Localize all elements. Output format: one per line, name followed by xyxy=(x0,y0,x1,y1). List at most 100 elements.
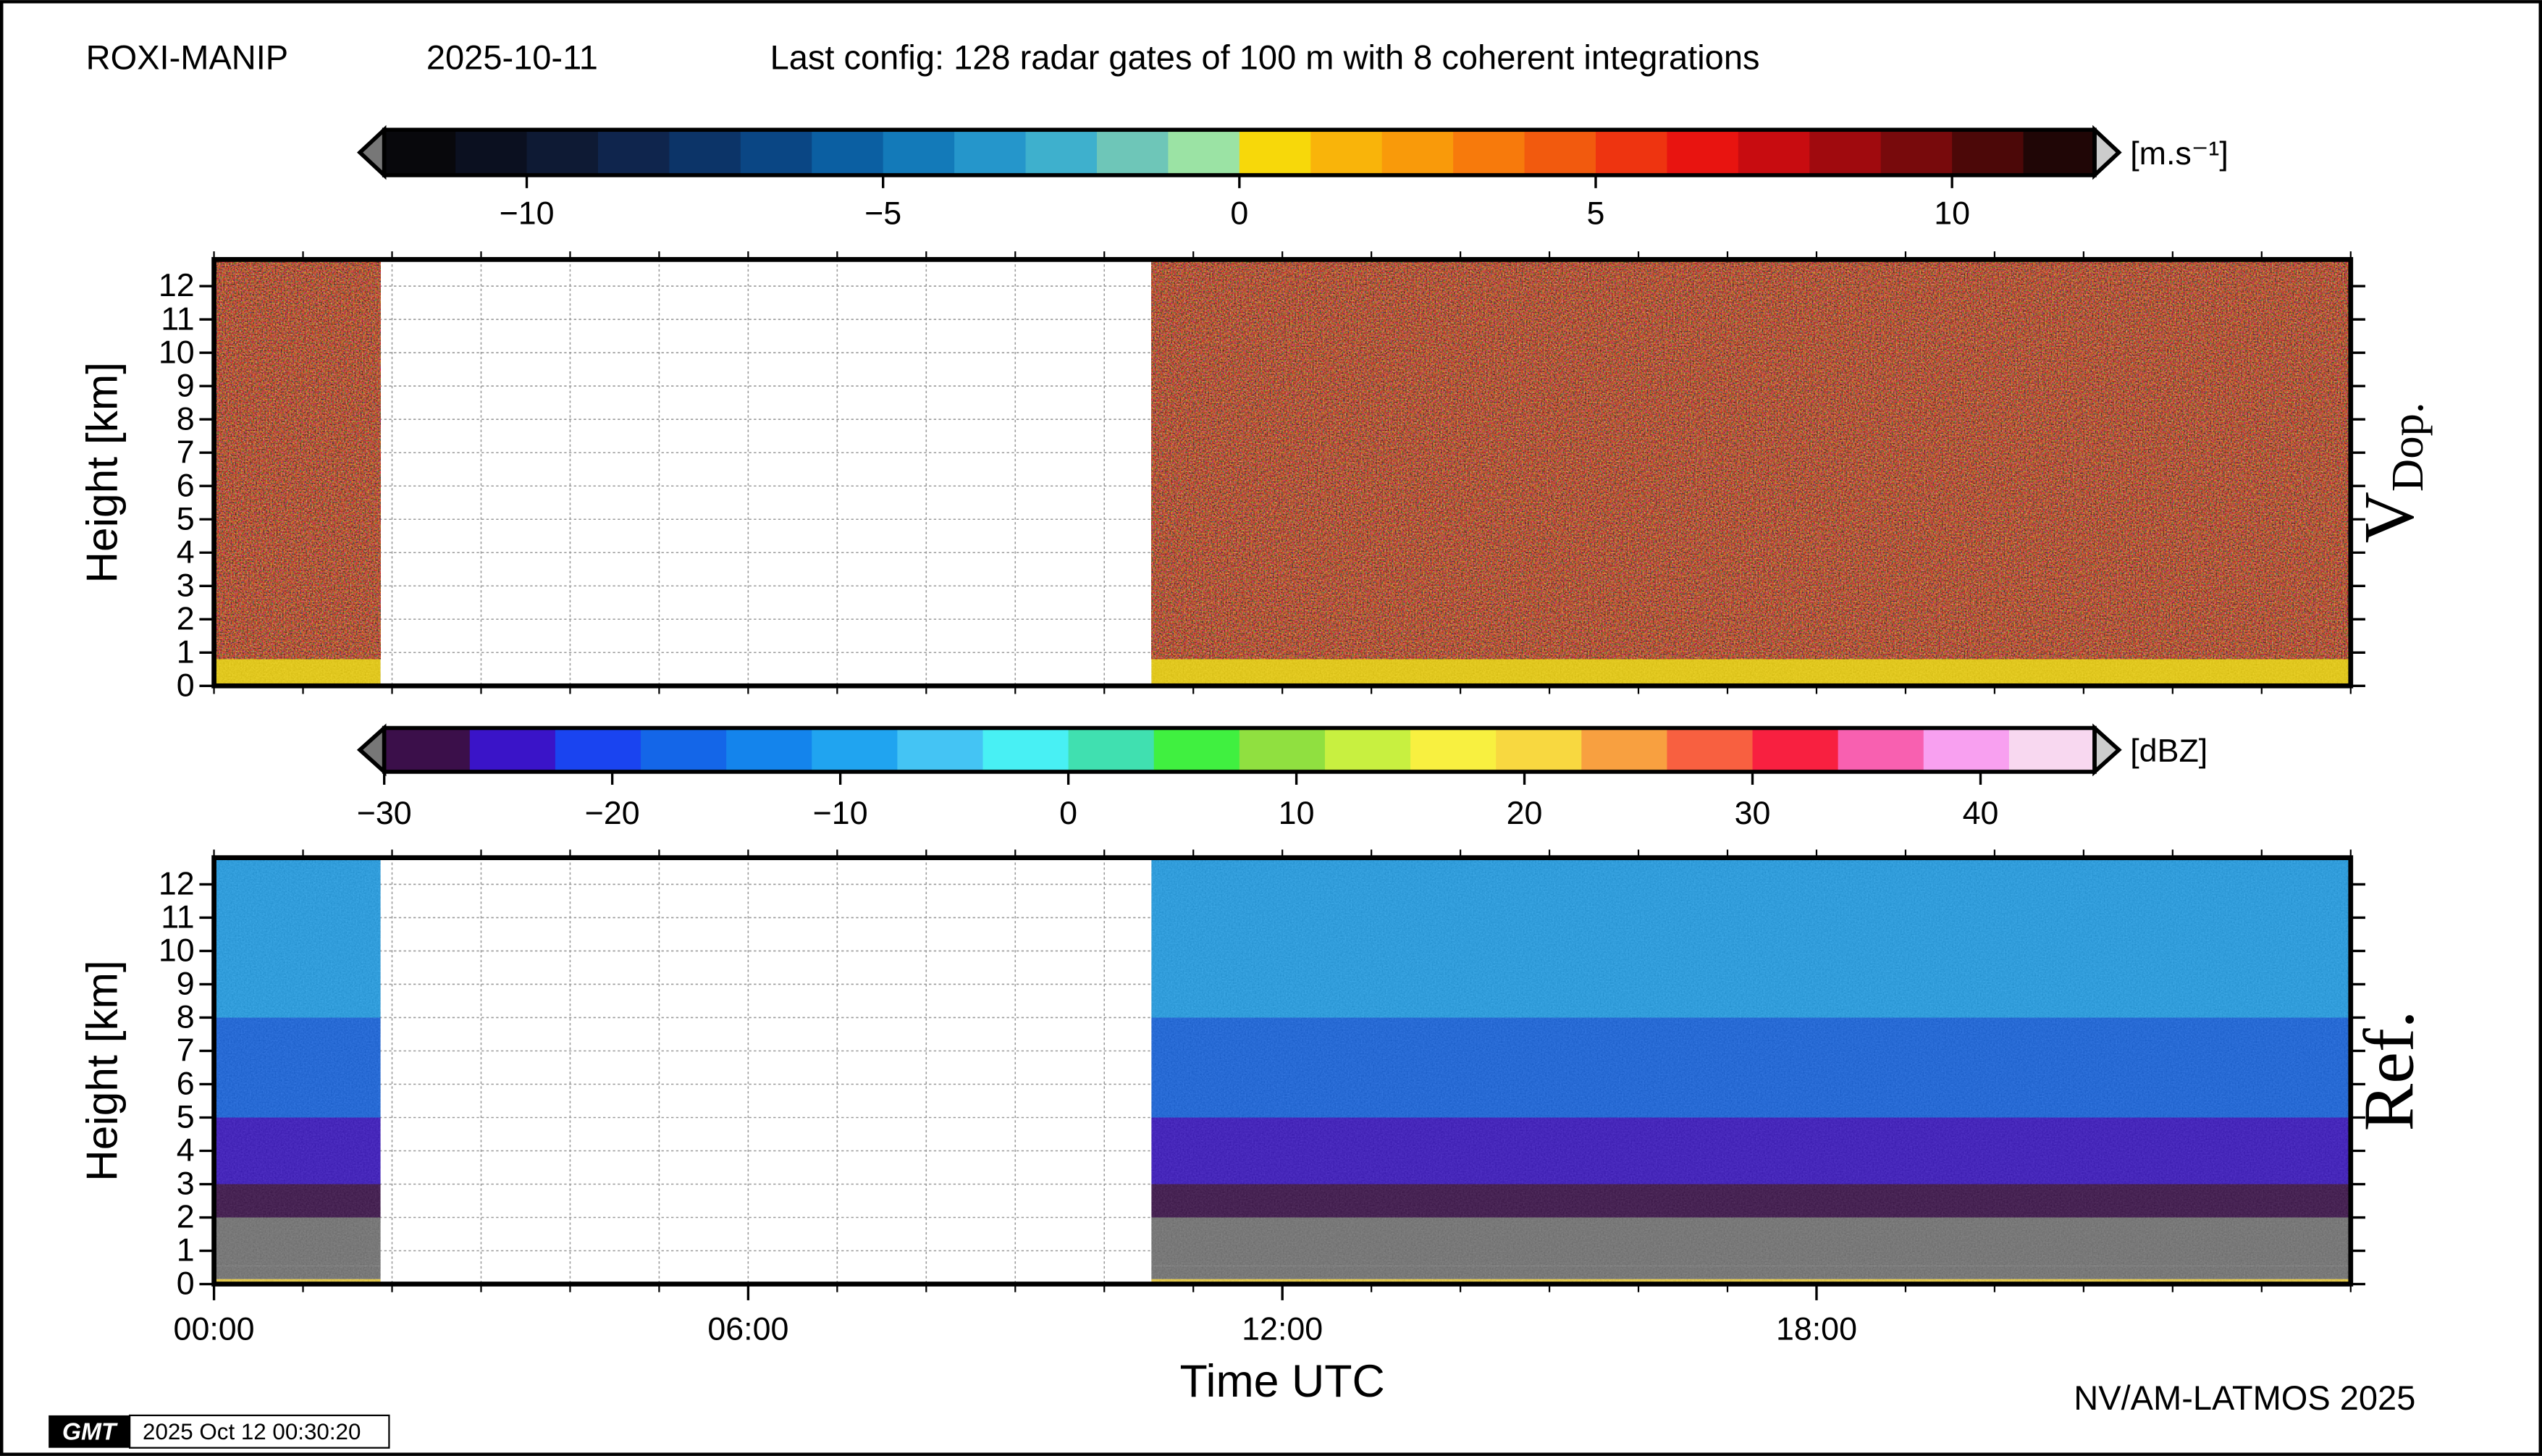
colorbar-segment xyxy=(455,130,528,175)
colorbar-tick-label: −10 xyxy=(813,795,868,831)
y-tick-label: 10 xyxy=(159,933,195,969)
y-tick-label: 4 xyxy=(177,534,195,570)
date: 2025-10-11 xyxy=(426,38,598,76)
colorbar-tick-label: 40 xyxy=(1963,795,1999,831)
y-tick-label: 12 xyxy=(159,866,195,902)
colorbar-tick-label: 0 xyxy=(1230,195,1248,232)
colorbar-segment xyxy=(1410,728,1497,772)
y-tick-label: 11 xyxy=(161,899,194,935)
colorbar-segment xyxy=(1096,130,1169,175)
colorbar-tick-label: 20 xyxy=(1507,795,1543,831)
colorbar-segment xyxy=(597,130,670,175)
y-tick-label: 7 xyxy=(177,434,195,470)
timestamp: 2025 Oct 12 00:30:20 xyxy=(143,1419,361,1444)
colorbar-segment xyxy=(1595,130,1668,175)
colorbar-segment xyxy=(1880,130,1953,175)
credit: NV/AM-LATMOS 2025 xyxy=(2074,1379,2415,1417)
colorbar-segment xyxy=(641,728,728,772)
colorbar-segment xyxy=(1168,130,1240,175)
colorbar-segment xyxy=(1752,728,1839,772)
colorbar-segment xyxy=(1153,728,1240,772)
timestamp-box xyxy=(129,1414,390,1449)
colorbar-segment xyxy=(897,728,984,772)
y-tick-label: 9 xyxy=(177,966,195,1002)
config: Last config: 128 radar gates of 100 m wi… xyxy=(770,38,1760,76)
colorbar-segment xyxy=(1923,728,2010,772)
y-tick-label: 2 xyxy=(177,600,195,636)
colorbar-tick-label: −5 xyxy=(864,195,901,232)
colorbar-segment xyxy=(1838,728,1924,772)
panel-label-main: V xyxy=(2349,492,2428,543)
y-tick-label: 3 xyxy=(177,567,195,603)
colorbar-segment xyxy=(1524,130,1596,175)
colorbar-segment xyxy=(954,130,1027,175)
texture xyxy=(1151,857,2351,1284)
colorbar-tick-label: −20 xyxy=(585,795,640,831)
y-tick-label: 6 xyxy=(177,1066,195,1102)
colorbar-segment xyxy=(526,130,599,175)
x-tick-label: 18:00 xyxy=(1776,1310,1857,1347)
y-tick-label: 8 xyxy=(177,400,195,437)
x-axis-label: Time UTC xyxy=(1180,1356,1385,1407)
colorbar-segment xyxy=(1310,130,1383,175)
colorbar-segment xyxy=(1453,130,1525,175)
panel-label: VDop. xyxy=(2349,402,2433,543)
panel-label: Ref. xyxy=(2349,1011,2428,1132)
texture xyxy=(1151,259,2351,686)
panel-label-sub: Dop. xyxy=(2382,402,2433,492)
panel-label-main: Ref. xyxy=(2349,1011,2428,1132)
y-tick-label: 11 xyxy=(161,300,194,337)
y-tick-label: 3 xyxy=(177,1166,195,1202)
y-tick-label: 8 xyxy=(177,999,195,1035)
colorbar-segment xyxy=(1239,130,1312,175)
y-tick-label: 9 xyxy=(177,367,195,403)
y-tick-label: 6 xyxy=(177,467,195,503)
y-tick-label: 10 xyxy=(159,334,195,370)
colorbar-segment xyxy=(1809,130,1882,175)
colorbar-frame xyxy=(382,725,2097,774)
colorbar-tick-label: 5 xyxy=(1587,195,1605,232)
colorbar-segment xyxy=(1738,130,1811,175)
colorbar-segment xyxy=(1068,728,1155,772)
x-tick-label: 00:00 xyxy=(174,1310,255,1347)
texture xyxy=(214,857,381,1284)
colorbar-segment xyxy=(669,130,741,175)
y-tick-label: 12 xyxy=(159,267,195,303)
logo: GMT xyxy=(62,1418,118,1445)
y-tick-label: 5 xyxy=(177,1099,195,1135)
colorbar-segment xyxy=(469,728,556,772)
colorbar-segment xyxy=(1324,728,1411,772)
colorbar-segment xyxy=(1496,728,1583,772)
y-tick-label: 4 xyxy=(177,1132,195,1169)
y-tick-label: 1 xyxy=(177,1232,195,1268)
colorbar-segment xyxy=(740,130,813,175)
colorbar-segment xyxy=(883,130,956,175)
colorbar-tick-label: 10 xyxy=(1934,195,1970,232)
colorbar-segment xyxy=(555,728,641,772)
texture xyxy=(214,259,381,686)
y-tick-label: 2 xyxy=(177,1199,195,1235)
colorbar-segment xyxy=(1952,130,2024,175)
y-axis-label: Height [km] xyxy=(77,960,127,1182)
y-tick-label: 0 xyxy=(177,1266,195,1302)
colorbar-tick-label: 10 xyxy=(1279,795,1315,831)
colorbar-tick-label: 0 xyxy=(1059,795,1077,831)
colorbar-segment xyxy=(982,728,1069,772)
colorbar-segment xyxy=(384,130,457,175)
project: ROXI-MANIP xyxy=(86,38,289,76)
colorbar-segment xyxy=(1667,130,1739,175)
colorbar-segment xyxy=(812,130,884,175)
y-tick-label: 5 xyxy=(177,500,195,536)
colorbar-segment xyxy=(1381,130,1455,175)
colorbar-segment xyxy=(1239,728,1326,772)
y-tick-label: 0 xyxy=(177,667,195,703)
colorbar-segment xyxy=(1025,130,1098,175)
x-tick-label: 12:00 xyxy=(1242,1310,1323,1347)
colorbar-tick-label: 30 xyxy=(1735,795,1771,831)
y-tick-label: 7 xyxy=(177,1032,195,1069)
colorbar-tick-label: −30 xyxy=(357,795,412,831)
colorbar-tick-label: −10 xyxy=(500,195,555,232)
colorbar-segment xyxy=(1667,728,1754,772)
